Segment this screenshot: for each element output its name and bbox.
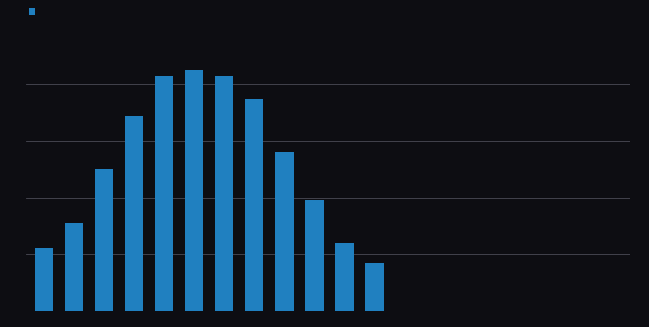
Bar — [365, 263, 384, 311]
Bar — [335, 243, 354, 311]
Bar — [305, 200, 324, 311]
Bar — [125, 115, 143, 311]
Bar — [275, 152, 293, 311]
Bar — [154, 76, 173, 311]
Bar — [34, 249, 53, 311]
Legend:  — [25, 3, 47, 21]
Bar — [215, 76, 234, 311]
Bar — [65, 223, 83, 311]
Bar — [95, 169, 114, 311]
Bar — [245, 99, 263, 311]
Bar — [185, 70, 203, 311]
